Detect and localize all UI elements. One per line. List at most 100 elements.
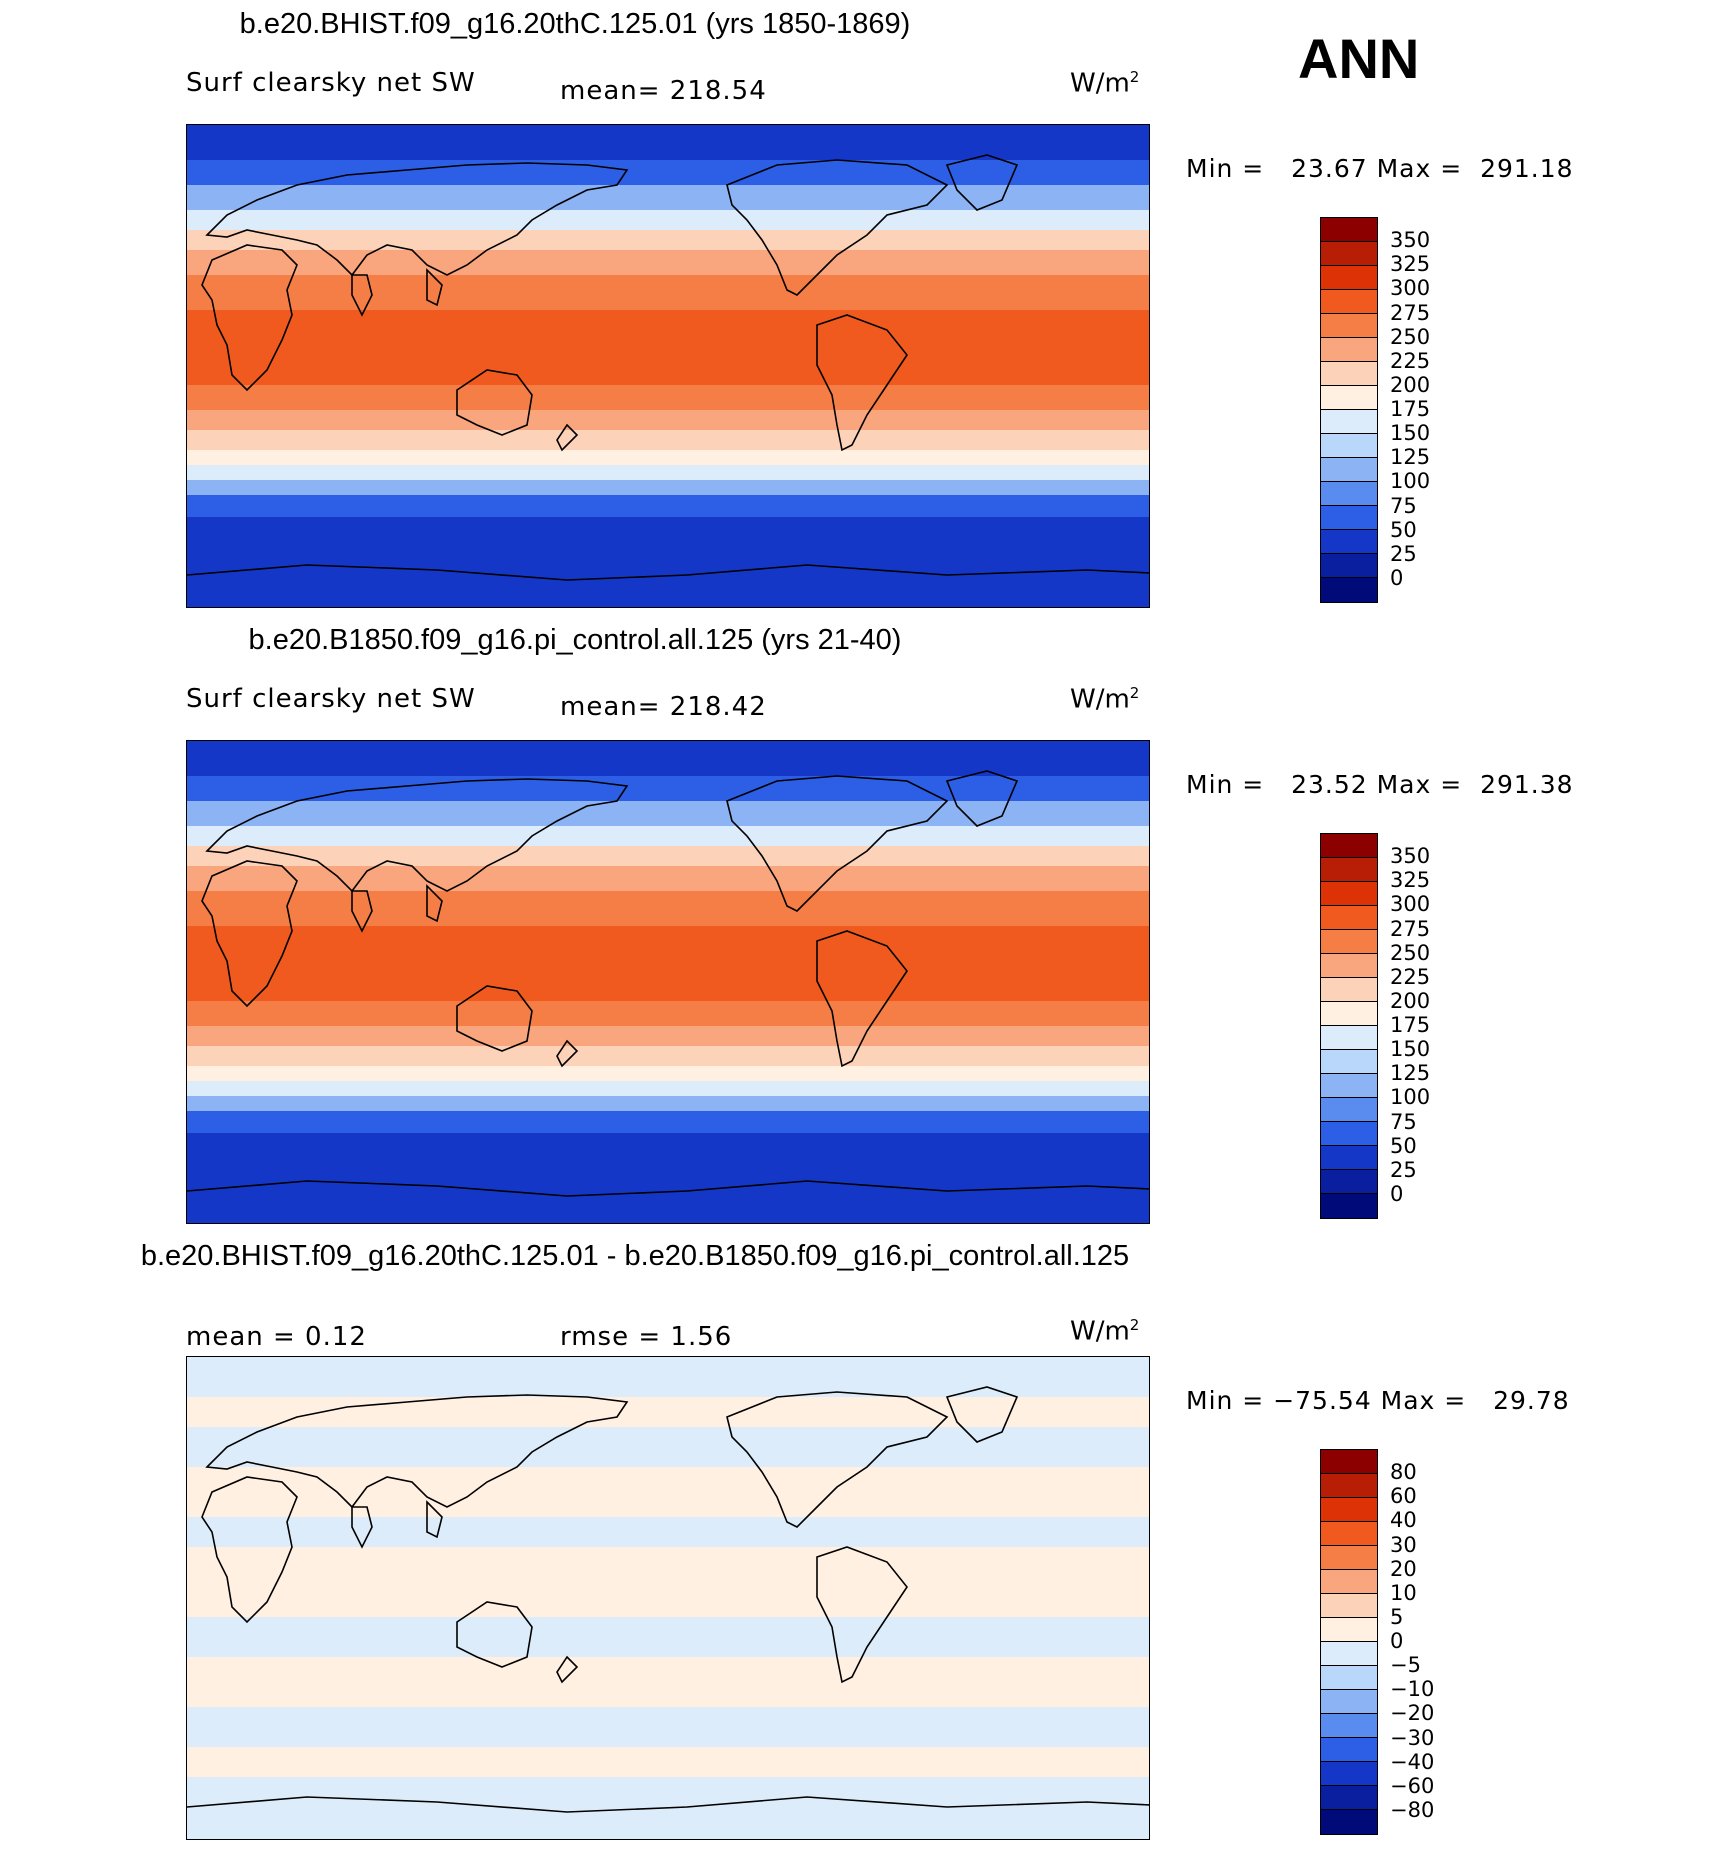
field-band <box>187 275 1149 310</box>
field-band <box>187 495 1149 517</box>
unit-label: W/m2 <box>1070 1316 1140 1347</box>
colorbar-tick-label: 200 <box>1390 372 1431 397</box>
colorbar-tick-label: −60 <box>1390 1773 1435 1798</box>
colorbar-tick-label: 175 <box>1390 397 1431 421</box>
colorbar-tick-label: 75 <box>1390 493 1417 518</box>
field-band <box>187 1081 1149 1096</box>
colorbar-tick-label: −10 <box>1390 1677 1435 1702</box>
colorbar-tick-label: 10 <box>1390 1580 1417 1605</box>
coastline <box>456 1601 533 1668</box>
colorbar-cell <box>1321 954 1377 978</box>
map-control <box>186 740 1150 1224</box>
field-band <box>187 891 1149 926</box>
colorbar-tick-label: 0 <box>1390 1181 1404 1206</box>
field-band <box>187 465 1149 480</box>
colorbar-tick-label: 25 <box>1390 541 1417 566</box>
coastline <box>351 890 373 933</box>
field-band <box>187 430 1149 450</box>
colorbar-cell <box>1321 906 1377 930</box>
colorbar-tick-label: 325 <box>1390 868 1431 893</box>
colorbar-tick-label: 200 <box>1390 988 1431 1013</box>
field-band <box>187 776 1149 801</box>
colorbar-cell <box>1321 1050 1377 1074</box>
field-band <box>187 1001 1149 1026</box>
coastline <box>816 930 908 1068</box>
field-band <box>187 1547 1149 1617</box>
colorbar-cell <box>1321 978 1377 1002</box>
coastline <box>816 314 908 452</box>
field-band <box>187 741 1149 776</box>
colorbar-cell <box>1321 1074 1377 1098</box>
coastline <box>205 778 629 893</box>
colorbar-tick-label: 300 <box>1390 276 1431 301</box>
min-max-label: Min = −75.54 Max = 29.78 <box>1186 1386 1570 1415</box>
season-label: ANN <box>1298 27 1420 90</box>
field-band <box>187 1427 1149 1467</box>
field-band <box>187 480 1149 495</box>
coastline <box>187 1180 1149 1197</box>
colorbar-cell <box>1321 482 1377 506</box>
colorbar <box>1320 1449 1378 1835</box>
coastline <box>945 1386 1019 1443</box>
colorbar-cell <box>1321 1642 1377 1666</box>
mean-label: mean= 218.42 <box>560 692 767 722</box>
colorbar-tick-label: 0 <box>1390 1629 1404 1653</box>
colorbar-cell <box>1321 1122 1377 1146</box>
min-max-label: Min = 23.52 Max = 291.38 <box>1186 770 1574 799</box>
colorbar-cell <box>1321 1714 1377 1738</box>
field-band <box>187 160 1149 185</box>
panel-difference: b.e20.BHIST.f09_g16.20thC.125.01 - b.e20… <box>0 1240 1710 1860</box>
colorbar-cell <box>1321 882 1377 906</box>
colorbar-tick-label: 275 <box>1390 300 1431 325</box>
coastline <box>426 1500 443 1539</box>
colorbar-cell <box>1321 1618 1377 1642</box>
colorbar-tick-label: −40 <box>1390 1749 1435 1774</box>
coastline <box>201 860 298 1008</box>
colorbar-cell <box>1321 1786 1377 1810</box>
colorbar-tick-label: 25 <box>1390 1157 1417 1182</box>
colorbar-cell <box>1321 1474 1377 1498</box>
colorbar-tick-label: 80 <box>1390 1460 1417 1485</box>
colorbar-cell <box>1321 1146 1377 1170</box>
colorbar-tick-label: 250 <box>1390 324 1431 349</box>
colorbar-tick-label: 50 <box>1390 517 1417 542</box>
colorbar-tick-label: 225 <box>1390 348 1431 373</box>
colorbar-tick-label: 20 <box>1390 1556 1417 1581</box>
colorbar-tick-label: 50 <box>1390 1133 1417 1158</box>
colorbar-cell <box>1321 290 1377 314</box>
colorbar-cell <box>1321 1098 1377 1122</box>
unit-label: W/m2 <box>1070 684 1140 715</box>
field-band <box>187 1617 1149 1657</box>
field-band <box>187 926 1149 1001</box>
coastline <box>187 564 1149 581</box>
colorbar-cell <box>1321 506 1377 530</box>
colorbar-tick-label: 150 <box>1390 1037 1431 1062</box>
colorbar-cell <box>1321 834 1377 858</box>
colorbar-cell <box>1321 578 1377 602</box>
colorbar-tick-label: −20 <box>1390 1701 1435 1726</box>
colorbar-tick-label: 225 <box>1390 964 1431 989</box>
field-band <box>187 1397 1149 1427</box>
field-band <box>187 385 1149 410</box>
field-band <box>187 1467 1149 1517</box>
colorbar-cell <box>1321 1522 1377 1546</box>
field-band <box>187 1357 1149 1397</box>
colorbar-cell <box>1321 362 1377 386</box>
colorbar-cell <box>1321 1690 1377 1714</box>
colorbar-tick-label: 100 <box>1390 1085 1431 1110</box>
field-band <box>187 846 1149 866</box>
colorbar-cell <box>1321 458 1377 482</box>
field-band <box>187 1026 1149 1046</box>
colorbar-cell <box>1321 1546 1377 1570</box>
coastline <box>456 985 533 1052</box>
coastline <box>205 162 629 277</box>
map-difference <box>186 1356 1150 1840</box>
coastline <box>726 775 949 912</box>
colorbar-tick-label: 350 <box>1390 228 1431 253</box>
coastline <box>426 268 443 307</box>
colorbar-tick-label: 325 <box>1390 252 1431 277</box>
coastline <box>556 1655 579 1684</box>
coastline <box>426 884 443 923</box>
field-band <box>187 1096 1149 1111</box>
map-historical <box>186 124 1150 608</box>
